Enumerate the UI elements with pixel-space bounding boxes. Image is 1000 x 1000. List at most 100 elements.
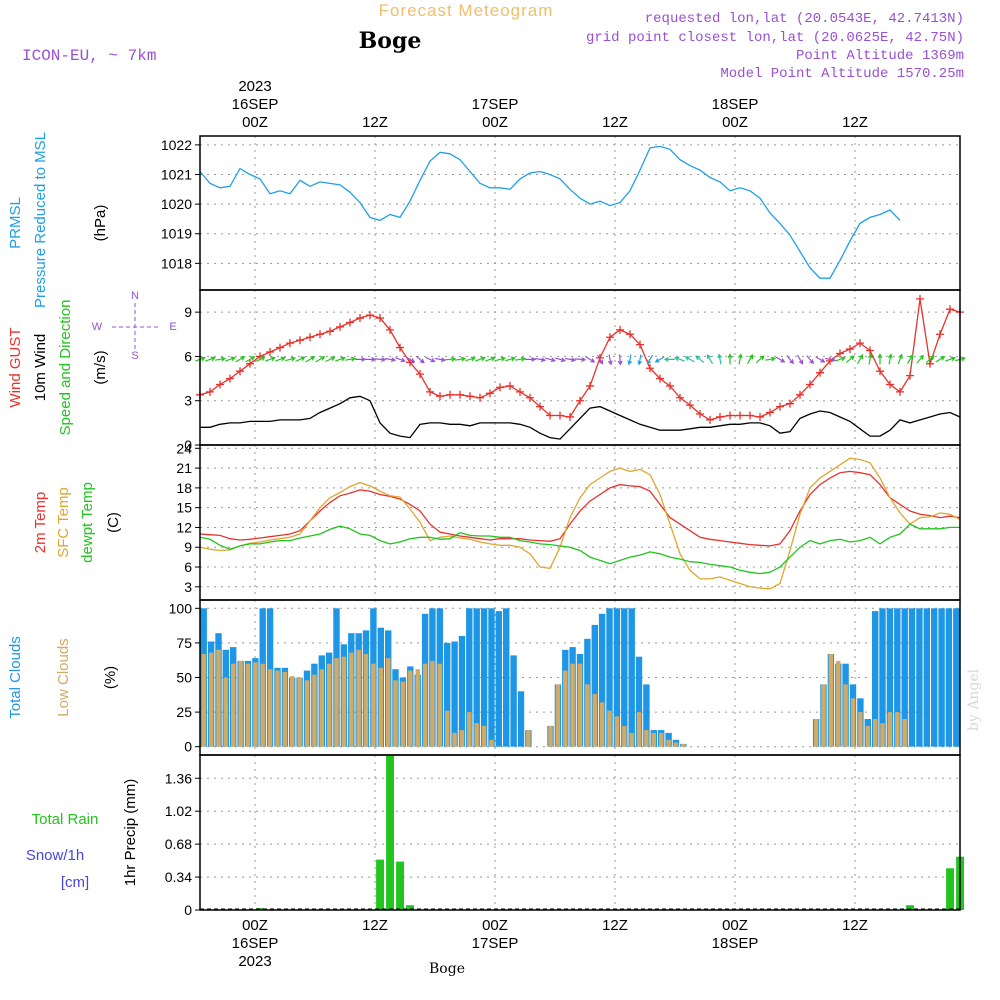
gust-marker bbox=[486, 389, 494, 398]
gust-marker bbox=[646, 364, 654, 373]
wind-direction-arrow bbox=[305, 356, 316, 363]
total-clouds-bar bbox=[886, 608, 894, 747]
y-axis-label: 2m Temp bbox=[32, 492, 49, 553]
location-title: Boge bbox=[359, 28, 422, 54]
total-clouds-bar bbox=[628, 608, 635, 747]
y-axis-label: (hPa) bbox=[92, 205, 109, 242]
gust-marker bbox=[276, 343, 284, 352]
y-axis-label: Pressure Reduced to MSL bbox=[32, 132, 49, 308]
gust-marker bbox=[376, 314, 384, 323]
top-time-label: 12Z bbox=[602, 114, 628, 131]
precip-bar bbox=[946, 868, 954, 910]
low-clouds-bar bbox=[592, 694, 597, 747]
gust-marker bbox=[266, 348, 274, 356]
wind-direction-arrow bbox=[325, 356, 336, 363]
wind-direction-arrow bbox=[737, 353, 743, 365]
y-tick-label: 1022 bbox=[161, 137, 192, 153]
total-clouds-bar bbox=[621, 608, 628, 747]
y-axis-label: Low Clouds bbox=[55, 638, 72, 716]
wind-direction-arrow bbox=[646, 354, 654, 365]
total-clouds-bar bbox=[945, 608, 953, 747]
wind-direction-arrow bbox=[444, 356, 457, 362]
wind-direction-arrow bbox=[485, 356, 496, 362]
low-clouds-bar bbox=[445, 710, 450, 747]
gust-marker bbox=[926, 359, 934, 368]
low-clouds-bar bbox=[408, 670, 413, 747]
y-tick-label: 9 bbox=[184, 539, 192, 555]
low-clouds-bar bbox=[437, 663, 442, 747]
total-clouds-bar bbox=[894, 608, 901, 747]
gust-marker bbox=[396, 343, 404, 352]
precip-bar bbox=[906, 905, 914, 910]
snow-label: Snow/1h bbox=[26, 847, 84, 864]
low-clouds-bar bbox=[378, 667, 383, 747]
precip-bar bbox=[376, 859, 384, 910]
gust-marker bbox=[726, 411, 734, 420]
wind-direction-arrow bbox=[706, 354, 714, 365]
y-tick-label: 3 bbox=[184, 579, 192, 595]
gust-marker bbox=[656, 374, 664, 383]
y-axis-label: (C) bbox=[105, 512, 122, 533]
low-clouds-bar bbox=[459, 730, 465, 747]
gust-marker bbox=[316, 330, 324, 339]
gust-marker bbox=[756, 412, 764, 421]
low-clouds-bar bbox=[614, 716, 620, 747]
y-tick-label: 1018 bbox=[161, 255, 192, 271]
total-clouds-bar bbox=[480, 608, 488, 747]
gust-marker bbox=[636, 340, 644, 349]
total-clouds-bar bbox=[635, 656, 643, 747]
wind-direction-arrow bbox=[295, 356, 306, 363]
low-clouds-bar bbox=[430, 660, 435, 747]
precip-bar bbox=[386, 755, 394, 910]
low-clouds-bar bbox=[902, 719, 907, 747]
y-tick-label: 75 bbox=[176, 635, 192, 651]
gust-marker bbox=[816, 368, 824, 377]
wind-direction-arrow bbox=[495, 356, 507, 362]
wind-direction-arrow bbox=[897, 353, 903, 365]
low-clouds-bar bbox=[349, 652, 354, 747]
low-clouds-bar bbox=[599, 702, 605, 747]
top-time-label: 12Z bbox=[362, 114, 388, 131]
wind-direction-arrow bbox=[796, 354, 804, 365]
low-clouds-bar bbox=[275, 670, 280, 747]
low-clouds-bar bbox=[393, 680, 398, 747]
wind-direction-arrow bbox=[525, 356, 537, 362]
top-time-label: 00Z bbox=[242, 114, 268, 131]
low-clouds-bar bbox=[887, 712, 893, 747]
panel-frame bbox=[199, 754, 961, 911]
bottom-time-label: 00Z bbox=[242, 917, 268, 934]
wind-direction-arrow bbox=[374, 357, 387, 362]
gust-marker bbox=[226, 374, 234, 383]
wind-direction-arrow bbox=[405, 356, 416, 363]
y-tick-label: 0 bbox=[184, 437, 192, 453]
total-clouds-bar bbox=[953, 608, 960, 747]
gust-marker bbox=[666, 381, 674, 390]
low-clouds-bar bbox=[850, 698, 856, 747]
low-clouds-bar bbox=[238, 660, 243, 747]
low-clouds-bar bbox=[290, 676, 295, 747]
gust-marker bbox=[446, 390, 454, 399]
bottom-time-label: 18SEP bbox=[712, 935, 759, 952]
gust-marker bbox=[366, 311, 374, 320]
dewpt-temp-line bbox=[199, 523, 960, 575]
compass-east: E bbox=[169, 321, 176, 333]
wind-direction-arrow bbox=[514, 356, 527, 362]
total-clouds-bar bbox=[598, 613, 606, 747]
gust-marker bbox=[536, 402, 544, 411]
gust-marker bbox=[236, 367, 244, 376]
total-clouds-bar bbox=[495, 611, 502, 747]
pressure-panel: 1018 1019 1020 1021 1022 PRMSL Pressure Reduce… bbox=[7, 132, 961, 308]
y-tick-label: 1021 bbox=[161, 167, 192, 183]
wind-direction-arrow bbox=[727, 353, 733, 365]
y-tick-label: 0 bbox=[184, 902, 192, 918]
y-axis-label: Wind GUST bbox=[7, 327, 24, 407]
wind-direction-arrow bbox=[315, 356, 326, 363]
y-tick-label: 15 bbox=[176, 500, 192, 516]
low-clouds-bar bbox=[577, 663, 583, 747]
low-clouds-bar bbox=[231, 663, 236, 747]
wind-direction-arrow bbox=[434, 357, 447, 363]
y-tick-label: 12 bbox=[176, 519, 192, 535]
bottom-time-label: 12Z bbox=[842, 917, 868, 934]
wind-direction-arrow bbox=[786, 355, 795, 365]
gust-marker bbox=[306, 333, 314, 342]
